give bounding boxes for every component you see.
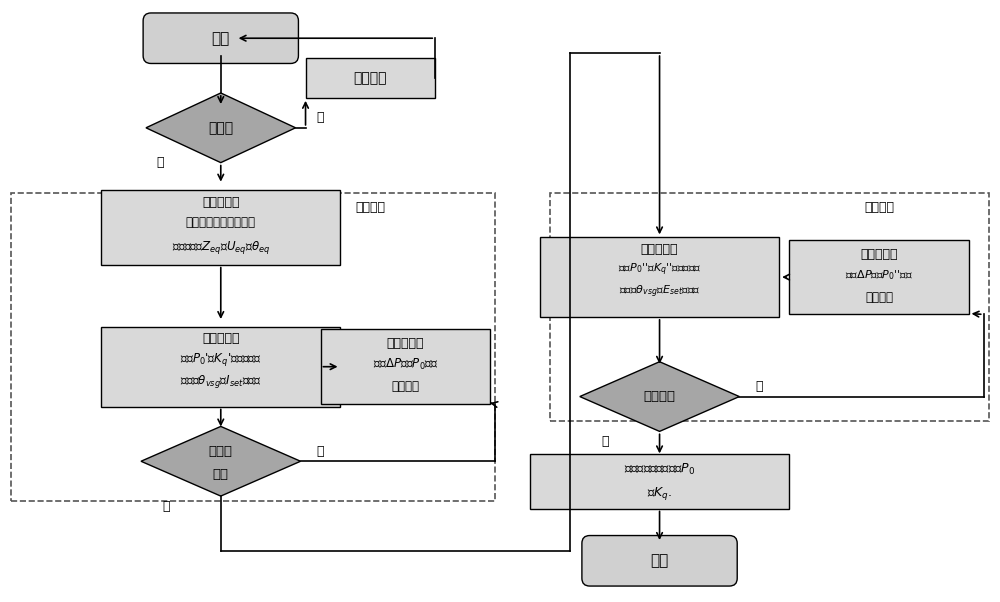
Text: 故障状态: 故障状态	[355, 201, 385, 214]
Text: 计算$P_0$'和$K_q$'以实现故障: 计算$P_0$'和$K_q$'以实现故障	[180, 351, 262, 368]
Text: 参数设计：: 参数设计：	[202, 332, 240, 346]
Text: 重新切换为初始参数$P_0$: 重新切换为初始参数$P_0$	[624, 462, 695, 477]
Polygon shape	[146, 93, 296, 163]
FancyBboxPatch shape	[582, 536, 737, 586]
Text: 否: 否	[317, 445, 324, 458]
Text: 故障？: 故障？	[208, 121, 233, 135]
Text: 是: 是	[601, 435, 608, 448]
Text: 效参数计算$Z_{eq}$，$U_{eq}$，$\theta_{eq}$: 效参数计算$Z_{eq}$，$U_{eq}$，$\theta_{eq}$	[172, 239, 270, 256]
Text: 反馈控制：: 反馈控制：	[860, 247, 898, 261]
Text: 是: 是	[156, 156, 163, 169]
Text: 否: 否	[756, 380, 763, 393]
Text: 故障切: 故障切	[209, 445, 233, 458]
Text: 结束: 结束	[650, 553, 669, 568]
Polygon shape	[580, 362, 739, 432]
Bar	[789, 240, 969, 314]
Text: 故障测量：: 故障测量：	[202, 196, 240, 209]
Text: 计算$P_0$''和$K_q$''以实现故障: 计算$P_0$''和$K_q$''以实现故障	[618, 262, 701, 278]
Bar	[540, 237, 779, 317]
Bar	[530, 454, 789, 509]
Text: 故障信息获取及系统等: 故障信息获取及系统等	[186, 216, 256, 229]
Bar	[101, 190, 340, 265]
Bar	[320, 329, 490, 404]
Text: 重合闸？: 重合闸？	[644, 390, 676, 403]
Text: 参数设计：: 参数设计：	[641, 243, 678, 256]
Text: 开始: 开始	[212, 31, 230, 46]
Polygon shape	[141, 426, 301, 496]
Bar	[306, 58, 435, 98]
Text: 否: 否	[317, 111, 324, 125]
Text: 切线状态: 切线状态	[864, 201, 894, 214]
Text: 通过$\Delta P$调节$P_0$实现: 通过$\Delta P$调节$P_0$实现	[373, 357, 438, 372]
FancyBboxPatch shape	[143, 13, 298, 63]
Text: 切线后$\theta_{vsg}$和$E_{set}$的控制: 切线后$\theta_{vsg}$和$E_{set}$的控制	[619, 284, 700, 300]
Bar	[550, 193, 989, 421]
Text: 和$K_q.$: 和$K_q.$	[647, 485, 672, 501]
Text: 通过$\Delta P$调节$P_0$''实现: 通过$\Delta P$调节$P_0$''实现	[845, 268, 913, 282]
Text: 闭环反馈: 闭环反馈	[865, 291, 893, 303]
Bar	[101, 327, 340, 406]
Text: 正常运行: 正常运行	[354, 71, 387, 85]
Text: 除？: 除？	[213, 468, 229, 481]
Text: 过程中$\theta_{vsg}$和$I_{set}$的控制: 过程中$\theta_{vsg}$和$I_{set}$的控制	[180, 373, 262, 390]
Text: 闭环反馈: 闭环反馈	[391, 380, 419, 393]
Text: 反馈控制：: 反馈控制：	[387, 337, 424, 350]
Bar	[11, 193, 495, 501]
Text: 是: 是	[162, 500, 170, 512]
